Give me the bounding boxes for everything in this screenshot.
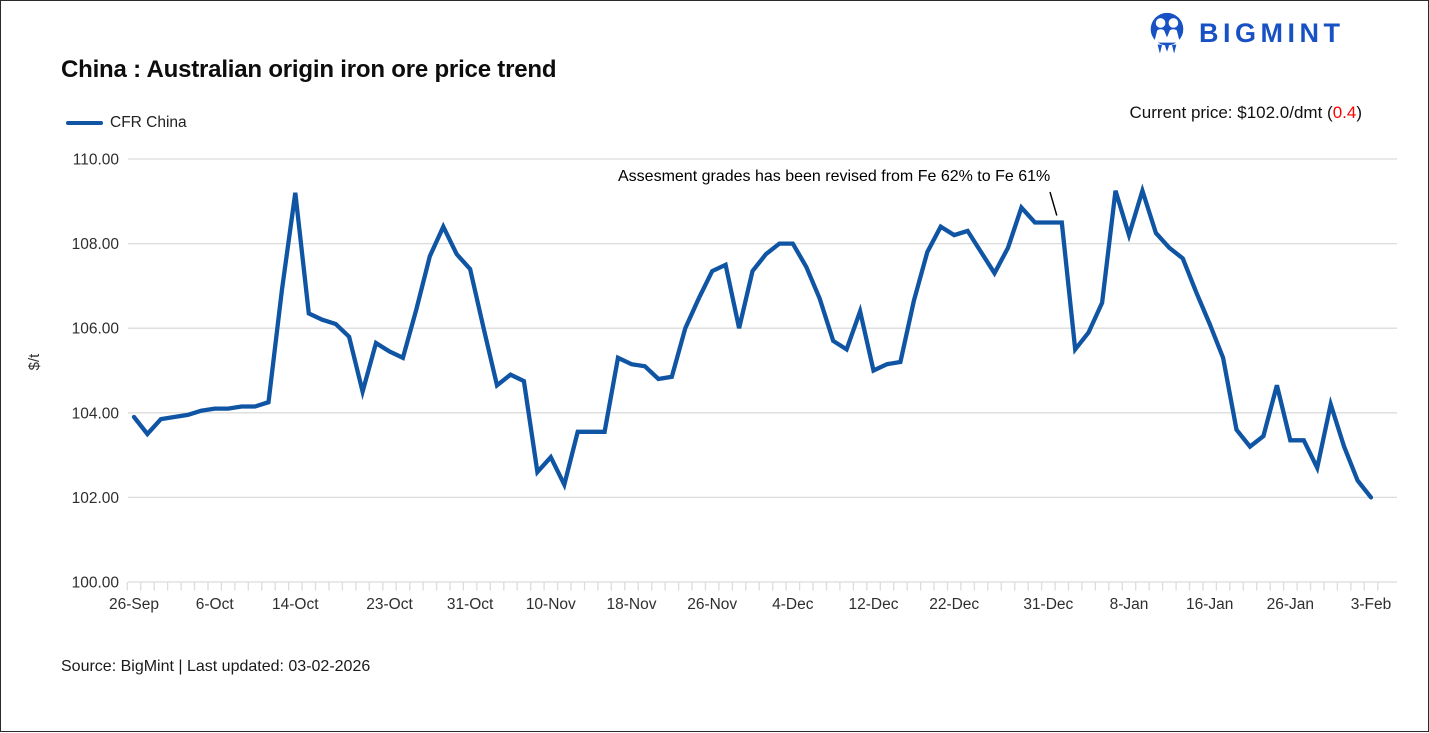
y-axis-tick-label: 104.00 — [72, 405, 120, 422]
x-axis-tick-label: 6-Oct — [196, 596, 235, 613]
y-axis-tick-label: 102.00 — [72, 490, 120, 507]
y-axis-tick-label: 108.00 — [72, 236, 120, 253]
y-axis-tick-label: 110.00 — [73, 152, 120, 169]
current-price-change: 0.4 — [1332, 103, 1357, 122]
bigmint-logo-icon — [1150, 12, 1184, 54]
page-title: China : Australian origin iron ore price… — [61, 56, 557, 83]
price-trend-line[interactable] — [131, 183, 1374, 500]
annotation-text: Assesment grades has been revised from F… — [618, 168, 1051, 185]
x-axis-tick-label: 12-Dec — [849, 596, 899, 613]
x-axis-tick-label: 23-Oct — [366, 596, 413, 613]
bigmint-logo-text: BIGMINT — [1199, 17, 1345, 48]
annotation-pointer-line — [1049, 191, 1058, 216]
y-axis-tick-label: 100.00 — [72, 575, 120, 592]
x-axis-tick-label: 26-Sep — [109, 596, 159, 613]
x-axis-tick-label: 26-Nov — [687, 596, 737, 613]
x-axis-tick-label: 31-Oct — [447, 596, 494, 613]
legend: CFR China — [66, 114, 187, 132]
current-price-suffix: ) — [1356, 103, 1362, 122]
x-axis-tick-label: 26-Jan — [1267, 596, 1314, 613]
x-axis-tick-label: 10-Nov — [526, 596, 576, 613]
source-note: Source: BigMint | Last updated: 03-02-20… — [61, 658, 371, 675]
x-axis-tick-label: 16-Jan — [1186, 596, 1233, 613]
legend-line-swatch — [66, 120, 103, 126]
current-price-prefix: Current price: $102.0/dmt ( — [1129, 103, 1333, 122]
legend-series-label: CFR China — [110, 114, 187, 131]
x-axis-tick-label: 31-Dec — [1023, 596, 1073, 613]
x-axis-tick-label: 22-Dec — [929, 596, 979, 613]
y-axis-tick-label: 106.00 — [72, 321, 120, 338]
x-axis-tick-label: 14-Oct — [272, 596, 319, 613]
current-price: Current price: $102.0/dmt (0.4) — [1130, 103, 1362, 123]
x-axis-tick-label: 18-Nov — [607, 596, 657, 613]
x-axis-tick-label: 4-Dec — [772, 596, 814, 613]
x-axis-tick-label: 8-Jan — [1110, 596, 1149, 613]
bigmint-logo: BIGMINT — [1144, 10, 1345, 56]
x-axis-tick-label: 3-Feb — [1351, 596, 1392, 613]
